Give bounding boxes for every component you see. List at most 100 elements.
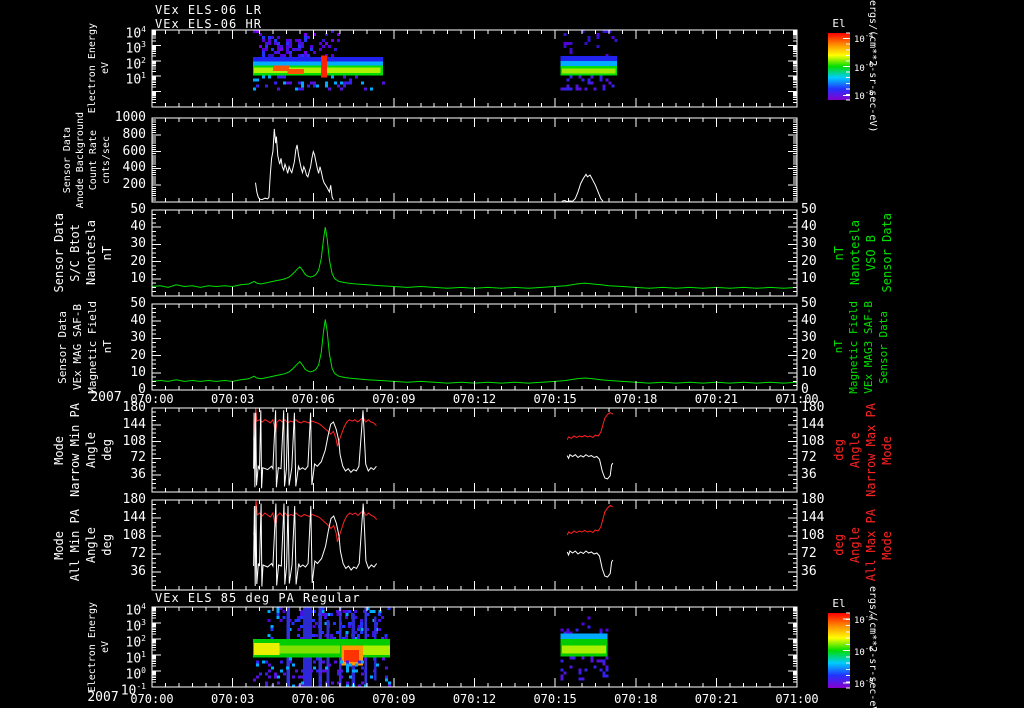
x-tick-label-mid: 070:06 <box>291 392 335 406</box>
series-all_max_pa <box>566 504 614 536</box>
panel-frame <box>151 117 798 203</box>
y-tick-label-right-pa_narrow: 36 <box>801 467 817 483</box>
y-tick-label-right-mag: 10 <box>801 364 817 380</box>
ylabel-line: nT <box>101 340 114 354</box>
ylabel-line: deg <box>832 439 846 461</box>
y-tick-label-pa_all: 108 <box>122 528 146 543</box>
y-tick-label-count: 600 <box>122 143 146 159</box>
y-tick-label-right-btot: 50 <box>801 202 817 217</box>
x-tick-label-mid: 070:00 <box>130 392 174 406</box>
y-tick-label-right-btot: 30 <box>801 236 817 252</box>
series-count_rate <box>255 128 334 201</box>
ylabel-line: eV <box>100 62 111 75</box>
ylabel-line: Nanotesla <box>84 220 98 286</box>
y-tick-label-els_bottom: 104 <box>125 602 146 619</box>
y-tick-label-pa_all: 180 <box>122 492 146 507</box>
y-tick-label-pa_all: 36 <box>130 564 146 579</box>
colorbar-bottom <box>828 612 850 689</box>
ylabel-mag: Sensor Data VEx MAG SAF-B Magnetic Field nT <box>56 301 114 394</box>
ylabel-line: Mode <box>880 530 894 560</box>
ylabel-line: Sensor Data <box>56 310 69 384</box>
colorbar-label-top: El <box>832 17 846 30</box>
y-tick-label-mag: 40 <box>130 313 146 329</box>
ylabel-line: nT <box>832 340 845 354</box>
y-tick-label-pa_narrow: 72 <box>130 450 146 466</box>
colorbar-top <box>828 32 850 101</box>
ylabel-right-mag: Sensor Data VEx MAG3 SAF-B Magnetic Field n… <box>832 301 890 394</box>
panel-title-els-hr: VEx ELS-06 HR <box>155 17 262 31</box>
ylabel-line: Mode <box>52 435 66 465</box>
ylabel-line: Mode <box>880 435 894 465</box>
ylabel-line: deg <box>100 534 114 556</box>
panel-pa_narrow <box>151 407 798 493</box>
y-tick-label-right-btot: 20 <box>801 253 817 269</box>
ylabel-line: Anode Background <box>75 111 86 209</box>
panel-pa_all <box>151 499 798 591</box>
ylabel-els_bottom: Electron Energy eV <box>87 602 111 692</box>
x-tick-label-mid: 070:03 <box>210 392 255 406</box>
panel-mag <box>151 303 798 391</box>
ylabel-right-pa_all: Mode All Max PA Angle deg <box>832 500 894 590</box>
y-tick-label-mag: 0 <box>138 382 146 397</box>
panel-count <box>151 117 798 203</box>
x-tick-label-mid: 071:00 <box>775 392 819 406</box>
year-label-mid: 2007 <box>90 390 122 405</box>
y-tick-label-mag: 30 <box>130 330 146 346</box>
ylabel-line: S/C Btot <box>68 224 82 282</box>
y-tick-label-els_bottom: 101 <box>125 650 146 667</box>
y-tick-label-els_top: 103 <box>125 40 146 57</box>
y-tick-label-right-pa_all: 36 <box>801 564 817 579</box>
ylabel-line: Angle <box>848 526 862 564</box>
y-tick-label-els_top: 101 <box>125 71 146 88</box>
x-tick-label-mid: 070:09 <box>372 392 416 406</box>
y-tick-label-pa_all: 144 <box>122 510 146 525</box>
y-tick-label-pa_all: 72 <box>130 546 146 561</box>
ylabel-line: deg <box>100 439 114 461</box>
series-narrow_max_pa <box>253 407 377 447</box>
ylabel-line: Magnetic Field <box>86 300 99 394</box>
panel-els_top <box>151 29 798 108</box>
spectrogram-band <box>344 650 359 663</box>
spectrogram-band <box>362 645 390 655</box>
spectrogram-band <box>561 68 616 74</box>
ylabel-line: cnts/sec <box>101 135 112 185</box>
y-tick-label-btot: 50 <box>130 202 146 217</box>
ylabel-right-pa_narrow: Mode Narrow Max PA Angle deg <box>832 403 894 497</box>
ylabel-right-btot: Sensor Data VSO B Nanotesla nT <box>832 210 894 296</box>
y-tick-label-right-pa_all: 72 <box>801 546 817 561</box>
x-tick-label-bottom: 070:03 <box>210 692 255 706</box>
ylabel-count: Sensor Data Anode Background Count Rate cnt… <box>62 112 112 208</box>
year-label-bottom: 2007 <box>87 690 119 705</box>
panel-frame <box>151 606 798 688</box>
y-tick-label-mag: 10 <box>130 364 146 380</box>
y-tick-label-els_bottom: 10-1 <box>120 682 146 699</box>
spectrogram-band <box>254 67 381 74</box>
ylabel-line: Sensor Data <box>877 310 890 384</box>
colorbar-tick-label: 10-8 <box>854 676 874 690</box>
ylabel-line: Count Rate <box>88 129 99 191</box>
colorbar-tick-label: 10-4 <box>854 32 874 46</box>
y-tick-label-els_bottom: 100 <box>125 666 146 683</box>
x-tick-label-bottom: 070:12 <box>452 692 497 706</box>
flux-unit-label-bottom: ergs/(cm**2-sr-sec-eV) <box>867 586 878 708</box>
y-tick-label-right-pa_all: 144 <box>801 510 825 525</box>
series-mag_saf_b <box>151 319 798 384</box>
ylabel-pa_narrow: Mode Narrow Min PA Angle deg <box>52 403 114 497</box>
panel-frame <box>151 209 798 297</box>
y-tick-label-right-mag: 50 <box>801 296 817 311</box>
y-tick-label-mag: 50 <box>130 296 146 311</box>
ylabel-line: Nanotesla <box>848 220 862 286</box>
y-tick-label-right-pa_all: 180 <box>801 492 825 507</box>
series-count_rate <box>561 173 604 203</box>
y-tick-label-right-mag: 0 <box>801 382 809 397</box>
y-tick-label-pa_narrow: 180 <box>122 400 146 415</box>
y-tick-label-els_top: 104 <box>125 25 146 42</box>
series-sc_btot <box>151 227 798 289</box>
series-all_min_pa <box>253 503 378 587</box>
y-tick-label-btot: 40 <box>130 219 146 235</box>
ylabel-line: Narrow Min PA <box>68 403 82 497</box>
y-tick-label-els_bottom: 103 <box>125 618 146 635</box>
x-tick-label-mid: 070:18 <box>614 392 658 406</box>
